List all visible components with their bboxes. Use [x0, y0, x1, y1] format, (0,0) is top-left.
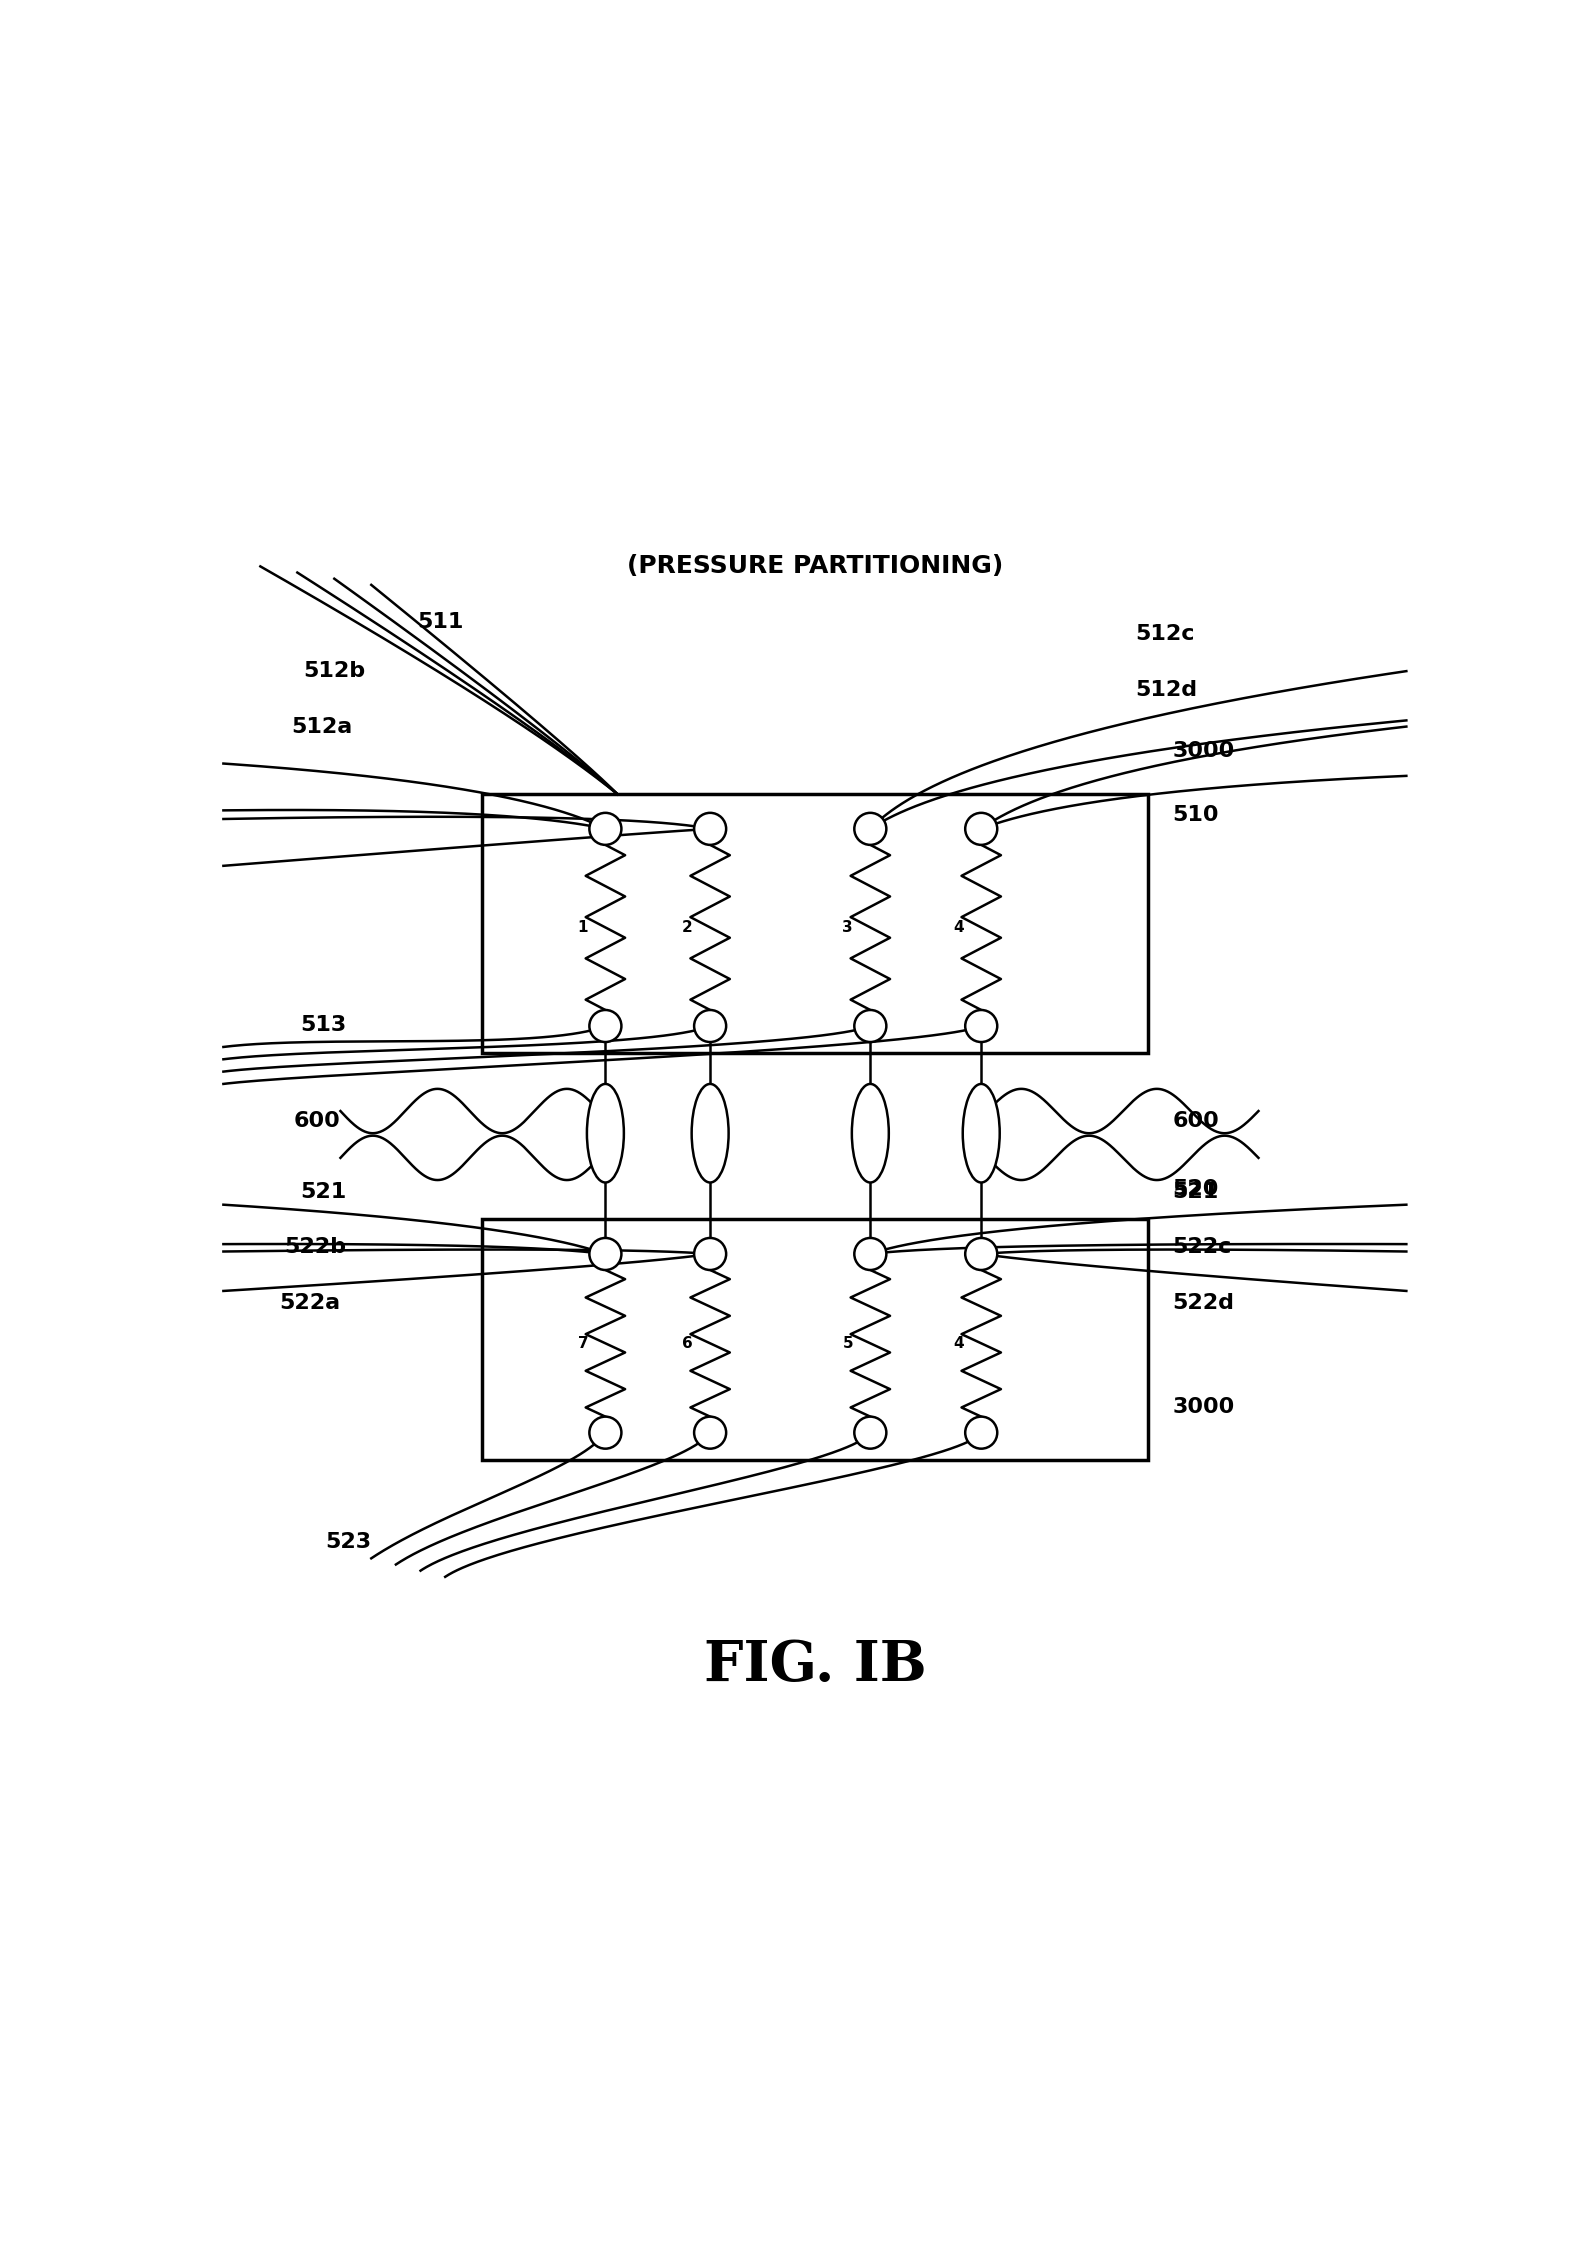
Text: 600: 600	[1172, 1111, 1220, 1131]
Text: 521: 521	[301, 1183, 347, 1203]
Text: 3000: 3000	[1172, 741, 1234, 761]
Circle shape	[965, 1239, 997, 1270]
Circle shape	[590, 1010, 622, 1041]
Ellipse shape	[587, 1084, 623, 1183]
Text: 522d: 522d	[1172, 1293, 1234, 1313]
Bar	[482, 794, 1148, 1052]
Circle shape	[854, 812, 886, 846]
Text: 512b: 512b	[304, 662, 366, 682]
Circle shape	[695, 812, 727, 846]
Circle shape	[965, 1010, 997, 1041]
Text: 522a: 522a	[280, 1293, 340, 1313]
Ellipse shape	[852, 1084, 889, 1183]
Circle shape	[695, 1416, 727, 1450]
Text: 511: 511	[417, 613, 464, 633]
Text: 6: 6	[682, 1335, 693, 1351]
Text: 1: 1	[577, 920, 588, 936]
Text: 512c: 512c	[1135, 624, 1194, 644]
Circle shape	[854, 1416, 886, 1450]
Text: 522c: 522c	[1172, 1236, 1232, 1257]
Text: 600: 600	[294, 1111, 340, 1131]
Text: 512a: 512a	[291, 716, 353, 736]
Circle shape	[854, 1010, 886, 1041]
Text: 7: 7	[577, 1335, 588, 1351]
Text: 3: 3	[843, 920, 854, 936]
Circle shape	[854, 1239, 886, 1270]
Text: 523: 523	[324, 1533, 370, 1553]
Text: 512d: 512d	[1135, 680, 1197, 700]
Circle shape	[590, 1239, 622, 1270]
Text: 522b: 522b	[285, 1236, 347, 1257]
Ellipse shape	[692, 1084, 728, 1183]
Circle shape	[695, 1010, 727, 1041]
Text: 2: 2	[682, 920, 693, 936]
Text: 3000: 3000	[1172, 1396, 1234, 1416]
Bar	[482, 1218, 1148, 1461]
Text: FIG. IB: FIG. IB	[703, 1638, 927, 1692]
Text: 510: 510	[1172, 806, 1218, 826]
Text: 5: 5	[843, 1335, 854, 1351]
Circle shape	[590, 1416, 622, 1450]
Circle shape	[965, 1416, 997, 1450]
Circle shape	[965, 812, 997, 846]
Text: (PRESSURE PARTITIONING): (PRESSURE PARTITIONING)	[626, 554, 1003, 579]
Ellipse shape	[962, 1084, 1000, 1183]
Circle shape	[695, 1239, 727, 1270]
Text: 521: 521	[1172, 1183, 1218, 1203]
Text: 520: 520	[1172, 1178, 1218, 1198]
Text: 4: 4	[954, 920, 964, 936]
Circle shape	[590, 812, 622, 846]
Text: 4: 4	[954, 1335, 964, 1351]
Text: 513: 513	[301, 1014, 347, 1034]
